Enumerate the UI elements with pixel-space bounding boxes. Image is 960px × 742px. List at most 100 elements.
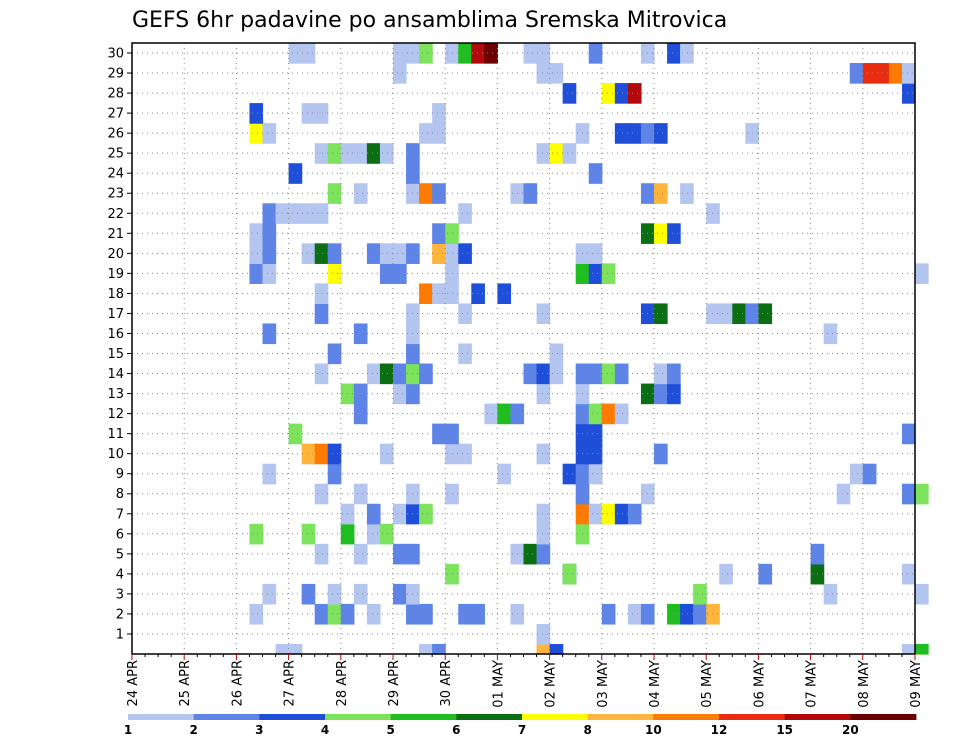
precip-cell xyxy=(915,263,929,284)
precip-cell xyxy=(536,363,551,385)
precip-cell xyxy=(823,323,838,345)
precip-cell xyxy=(249,223,264,244)
precip-cell xyxy=(393,363,407,385)
precip-cell xyxy=(262,243,277,264)
precip-cell xyxy=(353,483,368,505)
precip-cell xyxy=(262,223,277,244)
precip-cell xyxy=(301,203,316,224)
precip-cell xyxy=(536,443,551,465)
precip-cell xyxy=(693,583,707,605)
precip-cell xyxy=(301,103,316,124)
colorbar-label: 12 xyxy=(711,723,728,737)
precip-cell xyxy=(654,443,668,465)
colorbar-label: 20 xyxy=(842,723,859,737)
precip-cell xyxy=(667,223,681,244)
colorbar-label: 4 xyxy=(321,723,329,737)
precip-cell xyxy=(314,303,329,325)
precip-cell xyxy=(366,363,381,385)
precip-cell xyxy=(353,323,368,345)
precip-cell xyxy=(654,363,668,385)
colorbar-label: 5 xyxy=(386,723,394,737)
colorbar-swatch xyxy=(259,714,326,720)
colorbar-swatch xyxy=(784,714,851,720)
y-tick-label: 1 xyxy=(116,627,124,642)
precip-cell xyxy=(262,123,277,144)
x-tick-label: 28 APR xyxy=(335,660,350,706)
precip-cell xyxy=(379,523,394,545)
colorbar-swatch xyxy=(587,714,654,720)
precip-cell xyxy=(379,143,394,164)
precip-cell xyxy=(458,203,472,224)
precip-cell xyxy=(667,363,681,385)
precip-cell xyxy=(862,63,877,84)
precip-cell xyxy=(379,243,394,264)
precip-cell xyxy=(393,503,407,525)
y-tick-label: 24 xyxy=(107,167,124,182)
precip-cell xyxy=(915,583,929,605)
precip-cell xyxy=(901,63,916,84)
y-tick-label: 12 xyxy=(107,407,124,422)
precip-cell xyxy=(614,83,629,104)
precip-cell xyxy=(301,43,316,64)
colorbar-label: 3 xyxy=(255,723,263,737)
chart-title: GEFS 6hr padavine po ansamblima Sremska … xyxy=(132,8,727,33)
precip-cell xyxy=(497,463,512,485)
precip-cell xyxy=(432,643,446,655)
y-tick-label: 28 xyxy=(107,87,124,102)
precip-cell xyxy=(419,503,433,525)
precip-cell xyxy=(249,603,264,625)
y-tick-label: 15 xyxy=(107,347,124,362)
precip-cell xyxy=(314,143,329,164)
precip-cell xyxy=(654,223,668,244)
precip-cell xyxy=(536,503,551,525)
colorbar-label: 6 xyxy=(452,723,460,737)
precip-cell xyxy=(301,243,316,264)
precip-cell xyxy=(627,503,642,525)
precip-cell xyxy=(549,143,564,164)
precip-cell xyxy=(588,43,603,64)
y-tick-label: 25 xyxy=(107,147,124,162)
colorbar-swatch xyxy=(325,714,392,720)
precip-cell xyxy=(601,363,616,385)
precip-cell xyxy=(458,443,472,465)
precip-cell xyxy=(627,603,642,625)
precip-cell xyxy=(432,123,446,144)
precip-cell xyxy=(627,83,642,104)
colorbar-label: 7 xyxy=(518,723,526,737)
y-tick-label: 2 xyxy=(116,607,124,622)
precip-cell xyxy=(379,443,394,465)
precip-cell xyxy=(719,563,733,585)
precip-cell xyxy=(288,203,303,224)
precip-cell xyxy=(484,43,498,64)
precip-cell xyxy=(353,403,368,425)
precip-cell xyxy=(562,83,577,104)
colorbar-swatch xyxy=(522,714,589,720)
precip-cell xyxy=(432,283,446,305)
precip-cell xyxy=(314,283,329,305)
x-tick-label: 09 MAY xyxy=(909,660,924,708)
precip-cell xyxy=(262,463,277,485)
precip-cell xyxy=(536,643,551,655)
colorbar-label: 8 xyxy=(583,723,591,737)
colorbar-swatch xyxy=(456,714,523,720)
precip-cell xyxy=(497,283,512,305)
colorbar-swatch xyxy=(390,714,457,720)
precip-cell xyxy=(536,43,551,64)
precip-cell xyxy=(588,363,603,385)
y-tick-label: 13 xyxy=(107,387,124,402)
x-tick-label: 07 MAY xyxy=(805,660,820,708)
precip-cell xyxy=(327,183,342,204)
precip-cell xyxy=(601,263,616,284)
x-axis: 24 APR 25 APR 26 APR 27 APR 28 APR 29 APR 30 A… xyxy=(126,654,924,708)
precip-cell xyxy=(353,543,368,565)
colorbar-swatch xyxy=(653,714,720,720)
y-tick-label: 10 xyxy=(107,447,124,462)
cells-layer xyxy=(249,43,929,655)
precip-cell xyxy=(667,603,681,625)
precip-cell xyxy=(432,423,446,445)
precip-cell xyxy=(314,483,329,505)
precip-cell xyxy=(588,163,603,184)
precip-cell xyxy=(667,43,681,64)
precip-cell xyxy=(327,343,342,365)
y-tick-label: 8 xyxy=(116,487,124,502)
